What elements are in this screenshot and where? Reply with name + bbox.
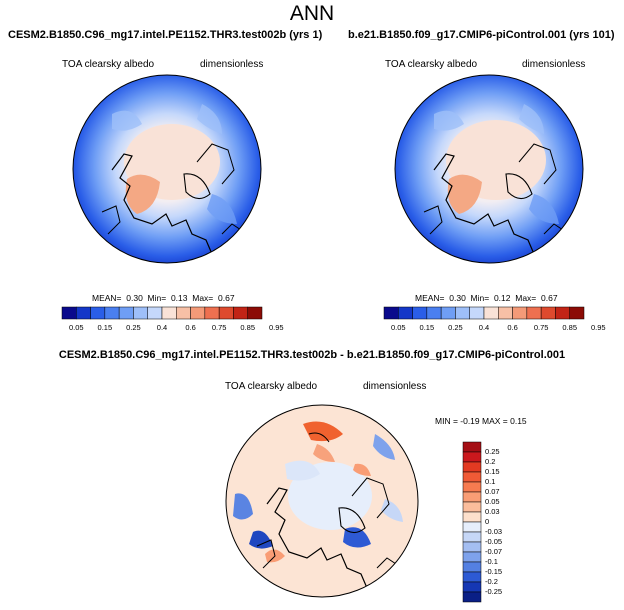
- colorbar-swatch: [176, 306, 191, 320]
- colorbar-tick-label: -0.07: [485, 547, 503, 556]
- colorbar-tick-label: 0.05: [390, 323, 406, 332]
- colorbar-tick-label: 0.95: [268, 323, 284, 332]
- colorbar-swatch: [512, 306, 528, 320]
- colorbar-swatch: [555, 306, 570, 320]
- colorbar-swatch: [526, 306, 542, 320]
- colorbar-swatch: [462, 511, 482, 523]
- left-stats: MEAN= 0.30 Min= 0.13 Max= 0.67: [92, 293, 235, 303]
- difference-units-label: dimensionless: [363, 381, 427, 392]
- colorbar-swatch: [161, 306, 177, 320]
- colorbar-swatch: [462, 581, 482, 593]
- right-units-label: dimensionless: [522, 59, 586, 70]
- right-polar-map: [394, 74, 584, 264]
- colorbar-swatch: [233, 306, 248, 320]
- colorbar-swatch: [540, 306, 556, 320]
- colorbar-swatch: [462, 491, 482, 503]
- colorbar-swatch: [247, 306, 263, 320]
- colorbar-tick-label: 0.15: [97, 323, 113, 332]
- colorbar-swatch: [118, 306, 134, 320]
- difference-colorbar: [462, 441, 482, 603]
- colorbar-tick-label: 0.75: [211, 323, 227, 332]
- colorbar-swatch: [462, 521, 482, 533]
- colorbar-tick-label: 0.05: [485, 497, 500, 506]
- colorbar-swatch: [462, 541, 482, 553]
- colorbar-swatch: [498, 306, 513, 320]
- colorbar-swatch: [61, 306, 77, 320]
- colorbar-tick-label: 0.1: [485, 477, 496, 486]
- colorbar-tick-label: 0.95: [590, 323, 606, 332]
- colorbar-swatch: [462, 531, 482, 543]
- colorbar-tick-label: 0.03: [485, 507, 500, 516]
- right-colorbar: [383, 306, 585, 320]
- difference-title: CESM2.B1850.C96_mg17.intel.PE1152.THR3.t…: [58, 349, 566, 361]
- colorbar-swatch: [462, 441, 482, 453]
- colorbar-swatch: [483, 306, 499, 320]
- colorbar-tick-label: -0.15: [485, 567, 503, 576]
- colorbar-tick-label: 0.85: [562, 323, 577, 332]
- colorbar-swatch: [440, 306, 456, 320]
- page-title: ANN: [289, 2, 335, 25]
- colorbar-tick-label: 0: [485, 517, 490, 526]
- colorbar-swatch: [398, 306, 413, 320]
- colorbar-swatch: [462, 481, 482, 493]
- colorbar-swatch: [147, 306, 163, 320]
- colorbar-swatch: [462, 571, 482, 583]
- colorbar-tick-label: 0.05: [68, 323, 84, 332]
- colorbar-tick-label: 0.75: [533, 323, 549, 332]
- colorbar-tick-label: 0.07: [485, 487, 500, 496]
- colorbar-swatch: [462, 461, 482, 473]
- difference-polar-map: [225, 404, 419, 598]
- colorbar-swatch: [190, 306, 206, 320]
- left-variable-label: TOA clearsky albedo: [62, 59, 155, 70]
- colorbar-swatch: [462, 471, 482, 483]
- colorbar-swatch: [412, 306, 428, 320]
- colorbar-swatch: [462, 551, 482, 563]
- colorbar-swatch: [462, 561, 482, 573]
- colorbar-swatch: [90, 306, 106, 320]
- colorbar-tick-label: 0.25: [126, 323, 141, 332]
- colorbar-swatch: [204, 306, 220, 320]
- colorbar-tick-label: 0.4: [478, 323, 490, 332]
- colorbar-swatch: [469, 306, 485, 320]
- colorbar-tick-label: 0.6: [507, 323, 518, 332]
- colorbar-tick-label: 0.25: [485, 447, 500, 456]
- colorbar-tick-label: -0.03: [485, 527, 503, 536]
- colorbar-tick-label: -0.25: [485, 587, 503, 596]
- colorbar-swatch: [569, 306, 585, 320]
- difference-variable-label: TOA clearsky albedo: [225, 381, 318, 392]
- left-panel-title: CESM2.B1850.C96_mg17.intel.PE1152.THR3.t…: [8, 29, 323, 41]
- colorbar-swatch: [462, 451, 482, 463]
- difference-minmax: MIN = -0.19 MAX = 0.15: [435, 416, 527, 426]
- left-colorbar: [61, 306, 263, 320]
- colorbar-tick-label: -0.05: [485, 537, 503, 546]
- colorbar-swatch: [426, 306, 442, 320]
- colorbar-swatch: [462, 591, 482, 603]
- right-variable-label: TOA clearsky albedo: [385, 59, 478, 70]
- colorbar-swatch: [104, 306, 120, 320]
- colorbar-tick-label: 0.15: [419, 323, 435, 332]
- colorbar-swatch: [455, 306, 470, 320]
- right-panel-title: b.e21.B1850.f09_g17.CMIP6-piControl.001 …: [348, 29, 615, 41]
- colorbar-tick-label: 0.4: [156, 323, 168, 332]
- colorbar-tick-label: 0.25: [448, 323, 463, 332]
- colorbar-swatch: [218, 306, 234, 320]
- left-polar-map: [72, 74, 262, 264]
- colorbar-tick-label: 0.2: [485, 457, 496, 466]
- colorbar-swatch: [133, 306, 148, 320]
- colorbar-swatch: [462, 501, 482, 513]
- colorbar-tick-label: 0.15: [485, 467, 500, 476]
- colorbar-tick-label: 0.85: [240, 323, 255, 332]
- left-units-label: dimensionless: [200, 59, 264, 70]
- colorbar-swatch: [383, 306, 399, 320]
- right-stats: MEAN= 0.30 Min= 0.12 Max= 0.67: [415, 293, 558, 303]
- colorbar-tick-label: 0.6: [185, 323, 196, 332]
- colorbar-tick-label: -0.2: [485, 577, 498, 586]
- colorbar-swatch: [76, 306, 91, 320]
- colorbar-tick-label: -0.1: [485, 557, 498, 566]
